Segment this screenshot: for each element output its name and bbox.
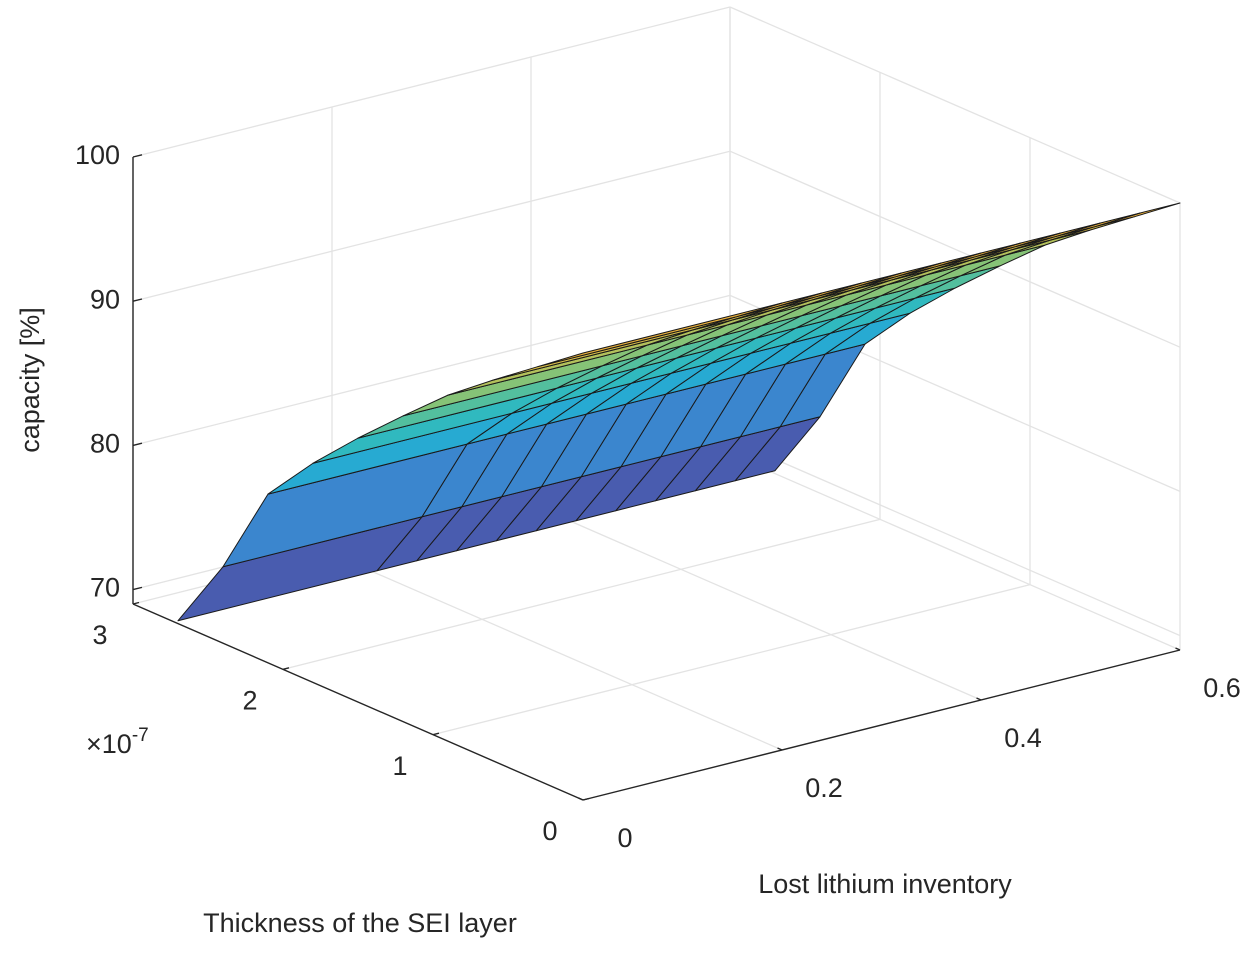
grid-line xyxy=(729,6,1181,204)
z-tick-label: 90 xyxy=(90,284,120,314)
tick-mark xyxy=(132,586,143,591)
tick-mark xyxy=(976,697,982,701)
y-tick-label: 1 xyxy=(392,751,407,781)
z-tick-label: 70 xyxy=(90,573,120,603)
x-tick-label: 0 xyxy=(617,823,632,853)
y-axis-line xyxy=(132,603,584,801)
y-tick-label: 3 xyxy=(92,620,107,650)
y-axis-multiplier: ×10-7 xyxy=(86,725,149,759)
y-axis-label: Thickness of the SEI layer xyxy=(203,908,517,938)
grid-line xyxy=(331,553,783,751)
tick-mark xyxy=(132,298,143,302)
surface-patch xyxy=(537,302,783,368)
grid-line xyxy=(729,438,1181,637)
tick-mark xyxy=(777,747,783,751)
multiplier-base: ×10 xyxy=(86,729,132,759)
grid-line xyxy=(132,150,731,302)
multiplier-exponent: -7 xyxy=(132,725,149,746)
axes: 0 0.2 0.4 0.6 0 1 2 3 70 80 90 100 xyxy=(75,140,1241,853)
x-tick-label: 0.4 xyxy=(1004,723,1042,753)
x-axis-label: Lost lithium inventory xyxy=(758,869,1012,899)
z-tick-label: 80 xyxy=(90,429,120,459)
z-tick-label: 100 xyxy=(75,140,120,170)
grid-line xyxy=(530,503,982,701)
tick-mark xyxy=(282,667,290,671)
tick-mark xyxy=(578,797,584,801)
grid-line xyxy=(729,150,1181,348)
grid-line xyxy=(432,584,1031,736)
z-axis-label: capacity [%] xyxy=(15,307,45,453)
x-axis-line xyxy=(582,649,1181,801)
tick-mark xyxy=(132,601,140,605)
grid-line xyxy=(132,6,731,158)
grid-line xyxy=(282,518,881,670)
y-tick-label: 0 xyxy=(542,816,557,846)
grid-line xyxy=(729,453,1181,651)
y-tick-label: 2 xyxy=(242,685,257,715)
x-tick-label: 0.2 xyxy=(805,773,843,803)
surface xyxy=(177,202,1181,622)
x-tick-label: 0.6 xyxy=(1203,673,1241,703)
tick-mark xyxy=(132,154,143,158)
grid-line xyxy=(132,294,731,447)
tick-mark xyxy=(132,442,143,447)
tick-mark xyxy=(582,797,590,801)
tick-mark xyxy=(1175,647,1181,651)
tick-mark xyxy=(432,732,440,736)
